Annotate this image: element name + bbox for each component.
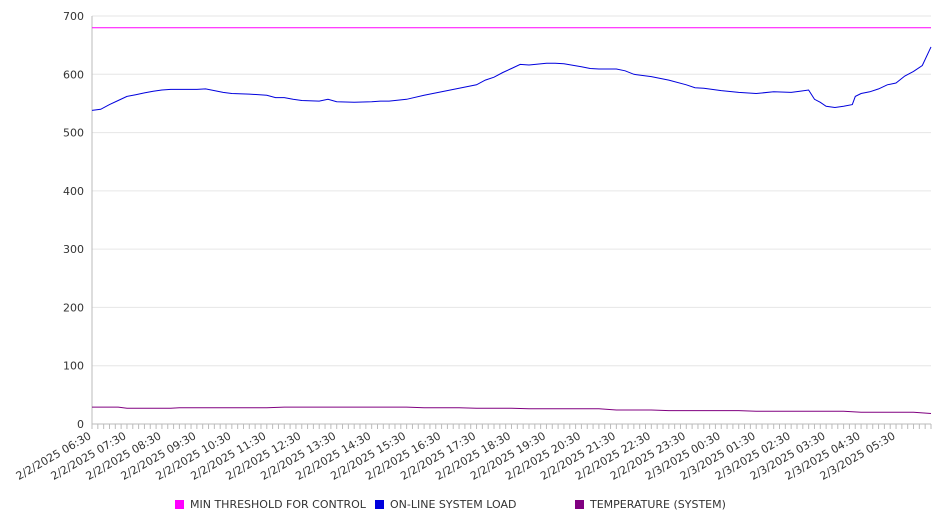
axes (91, 16, 932, 429)
y-tick-label: 100 (63, 360, 84, 373)
legend-label: ON-LINE SYSTEM LOAD (390, 498, 517, 511)
y-tick-label: 200 (63, 301, 84, 314)
gridlines (92, 15, 931, 367)
y-tick-label: 0 (77, 418, 84, 431)
y-tick-label: 500 (63, 127, 84, 140)
chart-legend: MIN THRESHOLD FOR CONTROL ON-LINE SYSTEM … (0, 498, 946, 514)
legend-item: MIN THRESHOLD FOR CONTROL (175, 498, 366, 511)
legend-swatch (375, 500, 384, 509)
legend-label: MIN THRESHOLD FOR CONTROL (190, 498, 366, 511)
series-line-3 (92, 406, 932, 414)
series-line-2 (91, 46, 932, 111)
y-tick-label: 700 (63, 10, 84, 23)
legend-swatch (175, 500, 184, 509)
legend-item: ON-LINE SYSTEM LOAD (375, 498, 516, 511)
y-tick-label: 300 (63, 243, 84, 256)
y-tick-label: 600 (63, 68, 84, 81)
series-lines (91, 27, 932, 414)
legend-label: TEMPERATURE (SYSTEM) (590, 498, 726, 511)
legend-swatch (575, 500, 584, 509)
y-tick-label: 400 (63, 185, 84, 198)
legend-item: TEMPERATURE (SYSTEM) (575, 498, 726, 511)
